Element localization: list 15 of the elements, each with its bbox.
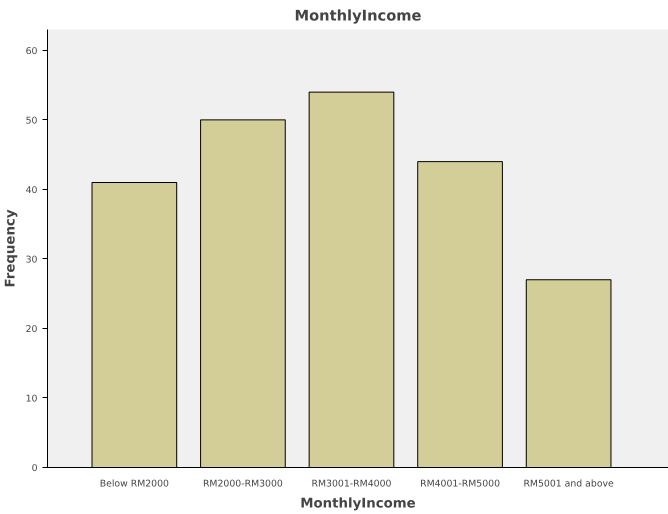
y-tick-label: 0 [32,463,38,474]
y-tick-label: 40 [26,184,38,196]
x-tick-label: RM5001 and above [523,478,614,490]
x-tick-label: Below RM2000 [100,478,170,490]
x-tick-label: RM2000-RM3000 [202,478,283,490]
x-axis-title: MonthlyIncome [300,496,416,512]
x-tick-label: RM4001-RM5000 [420,478,500,490]
x-tick-label: RM3001-RM4000 [312,478,392,490]
y-axis-title: Frequency [4,209,19,288]
y-tick-label: 50 [26,115,38,126]
y-tick-label: 60 [26,46,38,57]
y-tick-label: 20 [26,324,38,335]
y-tick-label: 10 [26,393,38,404]
y-tick-label: 30 [26,254,38,266]
chart-title: MonthlyIncome [294,8,422,24]
